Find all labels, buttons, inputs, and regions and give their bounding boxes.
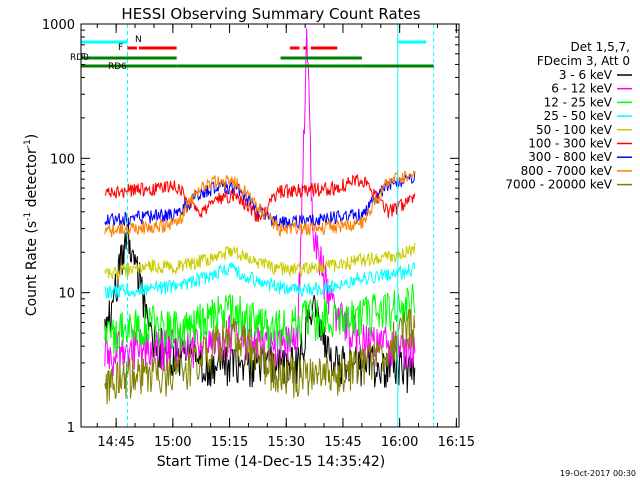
y-axis-label-mid: detector	[24, 148, 40, 212]
legend-header-1: Det 1,5,7,	[571, 40, 631, 54]
x-tick-label-5: 16:00	[381, 435, 418, 450]
series-group	[104, 28, 416, 405]
x-tick-label-1: 15:00	[154, 435, 191, 450]
y-tick-label-0: 1	[67, 421, 75, 436]
series-line-7	[104, 170, 416, 238]
y-axis-label-end: )	[24, 134, 40, 139]
legend-label-6: 300 - 800 keV	[528, 150, 612, 164]
y-tick-label-2: 100	[50, 152, 75, 167]
x-tick-label-2: 15:15	[211, 435, 248, 450]
series-line-4	[104, 242, 416, 280]
x-tick-label-3: 15:30	[268, 435, 305, 450]
flag-label-rd0: RD0	[70, 53, 89, 63]
legend-label-0: 3 - 6 keV	[559, 68, 613, 82]
y-axis-label-sup2: -1	[23, 139, 33, 148]
legend-header-2: FDecim 3, Att 0	[537, 54, 630, 68]
y-axis-label: Count Rate (s-1 detector-1)	[23, 134, 40, 316]
x-tick-label-6: 16:15	[438, 435, 475, 450]
legend-label-8: 7000 - 20000 keV	[505, 178, 612, 192]
series-line-6	[104, 171, 416, 229]
series-line-3	[104, 261, 416, 299]
y-tick-label-1: 10	[58, 287, 75, 302]
plot-frame	[80, 23, 460, 428]
legend-label-1: 6 - 12 keV	[551, 82, 613, 96]
series-line-2	[104, 283, 416, 355]
flag-label-n: N	[135, 35, 142, 45]
legend-label-2: 12 - 25 keV	[544, 95, 613, 109]
series-line-0	[104, 217, 416, 394]
y-axis-label-sup1: -1	[23, 212, 33, 221]
y-tick-label-3: 1000	[42, 18, 75, 33]
axis-layer: 1 10 100 1000 14:45 15:00 15:15 15:30 15:45 16:00…	[42, 18, 475, 450]
x-tick-label-4: 15:45	[324, 435, 361, 450]
series-line-5	[104, 174, 416, 223]
x-axis-label: Start Time (14-Dec-15 14:35:42)	[157, 454, 385, 470]
data-layer	[104, 28, 416, 405]
legend-label-7: 800 - 7000 keV	[521, 164, 613, 178]
flag-layer: N F RD0 RD6	[70, 24, 435, 427]
flag-label-f: F	[118, 43, 123, 53]
legend-label-5: 100 - 300 keV	[528, 137, 612, 151]
legend-label-3: 25 - 50 keV	[544, 109, 613, 123]
series-line-1	[104, 28, 416, 377]
flag-label-rd6: RD6	[108, 62, 127, 72]
footer-timestamp: 19-Oct-2017 00:30	[560, 469, 636, 478]
legend-label-4: 50 - 100 keV	[536, 123, 613, 137]
series-line-8	[104, 308, 416, 405]
x-tick-label-0: 14:45	[97, 435, 134, 450]
chart-title: HESSI Observing Summary Count Rates	[121, 5, 420, 23]
y-axis-label-main: Count Rate (s	[24, 221, 40, 316]
